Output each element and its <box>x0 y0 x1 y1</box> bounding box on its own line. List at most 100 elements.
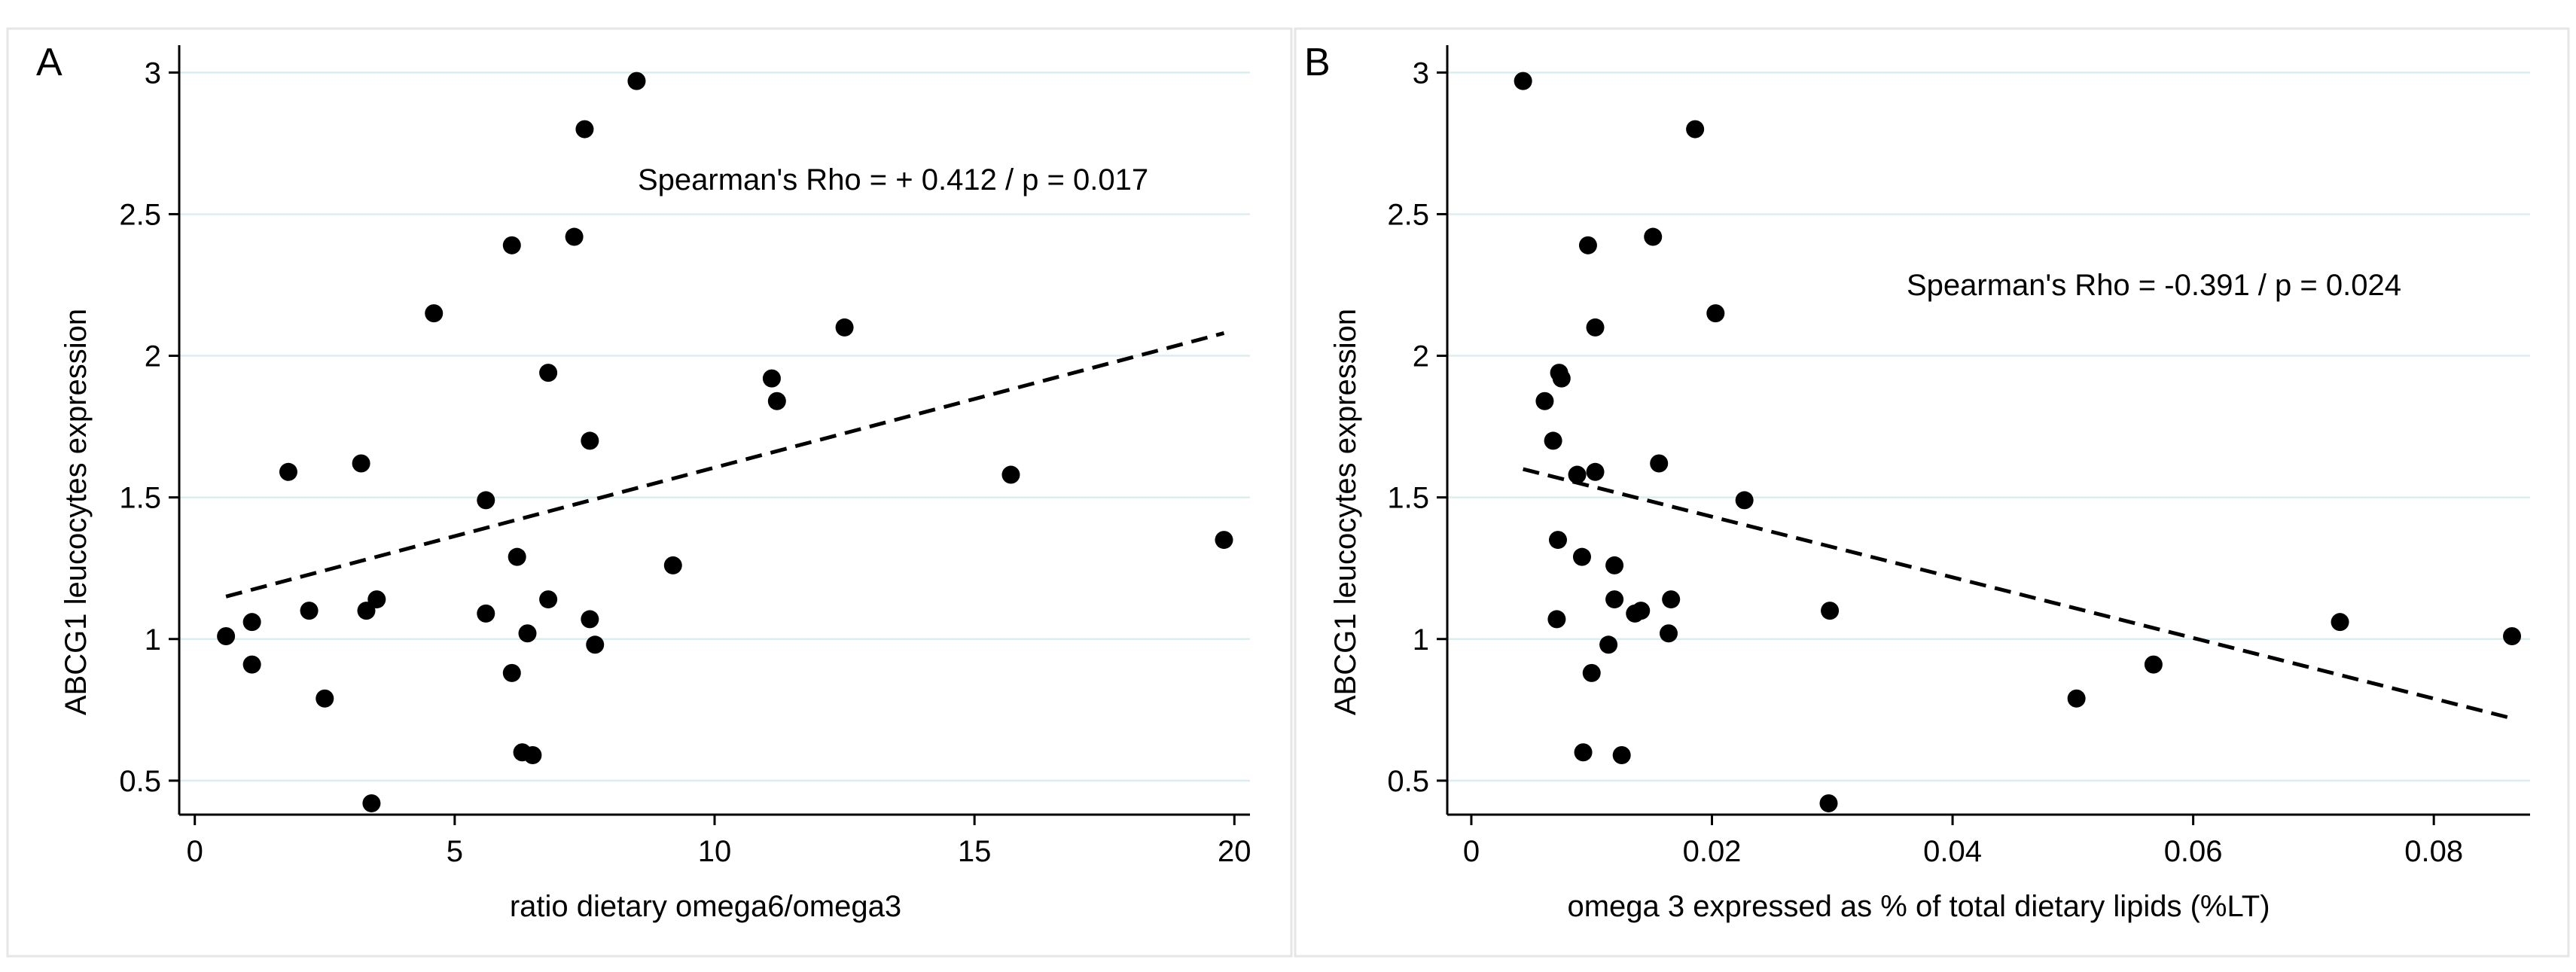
panel-b-data-point <box>1686 120 1705 139</box>
panel-b-data-point <box>1578 236 1597 254</box>
panel-a-x-tick-label: 10 <box>698 835 732 868</box>
panel-b-data-point <box>1644 227 1663 246</box>
panel-a-x-tick-label: 5 <box>447 835 463 868</box>
panel-a-x-tick-label: 15 <box>958 835 992 868</box>
panel-a-data-point <box>575 120 594 139</box>
panel-b-data-point <box>1650 454 1669 473</box>
panel-a-data-point <box>581 431 599 450</box>
panel-b-data-point <box>1605 590 1624 609</box>
panel-b-data-point <box>1659 624 1678 643</box>
panel-a-spearman-annotation: Spearman's Rho = + 0.412 / p = 0.017 <box>638 163 1148 197</box>
panel-a-data-point <box>477 491 495 510</box>
panel-a-data-point <box>663 556 682 574</box>
panel-b-data-point <box>2144 655 2163 674</box>
panel-b-data-point <box>1586 318 1605 337</box>
panel-b-y-tick-label: 2 <box>1413 340 1429 373</box>
panel-b-data-point <box>1552 369 1571 388</box>
panel-b-y-tick-label: 0.5 <box>1387 765 1429 798</box>
panel-a-y-tick-label: 1.5 <box>119 482 161 515</box>
panel-b-data-point <box>1572 547 1591 566</box>
panel-b-data-point <box>1582 663 1601 682</box>
panel-a-data-point <box>762 369 781 388</box>
panel-b-data-point <box>1821 602 1840 620</box>
panel-b-data-point <box>1574 743 1593 762</box>
panel-a-plot-area: 0.5 1 1.5 2 2.5 3 0 5 10 15 20 <box>119 45 1251 868</box>
panel-b-x-tick-label: 0.04 <box>1923 835 1982 868</box>
panel-a-data-point <box>242 613 261 632</box>
panel-b-data-point <box>2331 613 2349 632</box>
panel-b-y-tick-label: 3 <box>1413 56 1429 90</box>
panel-a-data-point <box>767 392 786 410</box>
panel-b-x-tick-label: 0.02 <box>1683 835 1742 868</box>
panel-b-trend-line <box>1523 467 2513 721</box>
panel-a-label: A <box>36 41 62 84</box>
panel-b-data-point <box>1514 72 1532 90</box>
panel-a-data-point <box>425 304 444 323</box>
panel-a-data-point <box>1001 465 1020 484</box>
panel-b-frame <box>1294 27 2570 958</box>
panel-b-x-tick-label: 0 <box>1463 835 1480 868</box>
panel-a-data-point <box>352 454 370 473</box>
panel-a-data-point <box>627 72 646 90</box>
panel-a-data-point <box>502 236 521 254</box>
panel-b-spearman-annotation: Spearman's Rho = -0.391 / p = 0.024 <box>1907 269 2401 302</box>
panel-a-data-point <box>217 626 236 645</box>
panel-b-y-tick-label: 2.5 <box>1387 198 1429 231</box>
panel-b-data-point <box>1547 610 1566 629</box>
panel-a-data-point <box>367 590 386 609</box>
panel-a-y-axis-title: ABCG1 leucocytes expression <box>59 309 93 715</box>
panel-a-y-tick-label: 2 <box>145 340 161 373</box>
panel-a-frame <box>6 27 1293 958</box>
panel-b-data-point <box>2503 626 2522 645</box>
panel-b-data-point <box>1586 462 1605 481</box>
panel-b-data-point <box>1599 635 1618 654</box>
panel-b-data-point <box>1735 491 1754 510</box>
panel-b-data-point <box>1605 556 1624 574</box>
panel-b-data-point <box>1535 392 1554 410</box>
panel-a-y-tick-label: 1 <box>145 623 161 657</box>
panel-b-data-point <box>1662 590 1681 609</box>
panel-a-data-point <box>279 462 297 481</box>
panel-b-data-point <box>1568 465 1587 484</box>
panel-b-x-tick-label: 0.08 <box>2404 835 2463 868</box>
panel-b-y-axis-title: ABCG1 leucocytes expression <box>1329 309 1362 715</box>
panel-a-data-point <box>1215 531 1233 550</box>
panel-a-data-point <box>565 227 584 246</box>
panel-a-scatter-plot: A ABCG1 leucocytes expression ratio diet… <box>6 27 1293 958</box>
panel-a-data-point <box>586 635 605 654</box>
panel-a-data-point <box>539 364 558 382</box>
panel-a-data-point <box>581 610 599 629</box>
panel-b-data-point <box>1706 304 1725 323</box>
panel-b-y-tick-label: 1 <box>1413 623 1429 657</box>
panel-a-y-tick-label: 2.5 <box>119 198 161 231</box>
panel-a-x-tick-label: 20 <box>1218 835 1251 868</box>
panel-b-label: B <box>1304 41 1331 84</box>
panel-a-data-point <box>523 745 542 764</box>
panel-b-data-point <box>1819 794 1838 812</box>
panel-a-trend-line <box>225 331 1225 599</box>
panel-b-y-tick-label: 1.5 <box>1387 482 1429 515</box>
panel-a-data-point <box>362 794 381 812</box>
panel-a-x-axis-title: ratio dietary omega6/omega3 <box>510 890 901 923</box>
panel-a-data-point <box>835 318 854 337</box>
panel-a-data-point <box>508 547 526 566</box>
panel-b-data-point <box>1612 745 1631 764</box>
panel-a-data-point <box>539 590 558 609</box>
panel-b-data-point <box>1548 531 1567 550</box>
panel-b-scatter-plot: B ABCG1 leucocytes expression omega 3 ex… <box>1294 27 2570 958</box>
panel-a-x-tick-label: 0 <box>187 835 203 868</box>
panel-a-data-point <box>242 655 261 674</box>
panel-b-x-axis-title: omega 3 expressed as % of total dietary … <box>1567 890 2270 923</box>
panel-b-x-tick-label: 0.06 <box>2164 835 2223 868</box>
panel-a-y-tick-label: 0.5 <box>119 765 161 798</box>
panel-a-y-tick-label: 3 <box>145 56 161 90</box>
panel-b-data-point <box>1632 602 1651 620</box>
panel-b-data-point <box>2067 689 2086 708</box>
panel-a-data-point <box>300 602 319 620</box>
panel-b-data-point <box>1544 431 1562 450</box>
panel-b-plot-area: 0.5 1 1.5 2 2.5 3 0 0.02 0.04 0.06 0.08 <box>1387 45 2530 868</box>
panel-a-data-point <box>316 689 334 708</box>
panel-a-data-point <box>477 604 495 623</box>
panel-a-data-point <box>518 624 537 643</box>
